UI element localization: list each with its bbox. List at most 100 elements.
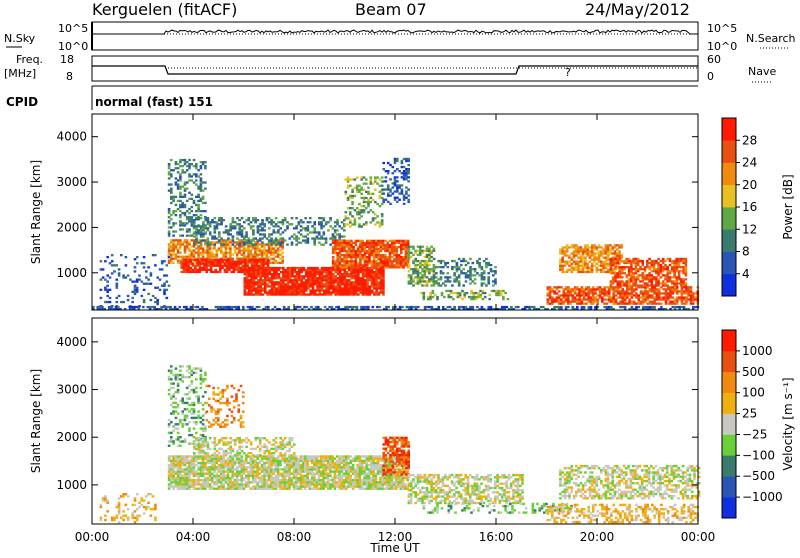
power-cell-r13 bbox=[635, 280, 638, 282]
power-cell-r0 bbox=[136, 289, 139, 291]
power-cell-r5 bbox=[282, 277, 285, 279]
power-cell-r11 bbox=[454, 292, 457, 294]
power-cell-r15 bbox=[349, 306, 352, 308]
velocity-cell-r1 bbox=[168, 423, 171, 425]
velocity-cell-r0 bbox=[116, 515, 119, 517]
power-cell-r3 bbox=[187, 263, 190, 265]
power-cell-r0 bbox=[168, 285, 171, 287]
power-cell-r13 bbox=[664, 282, 667, 284]
power-cell-r4 bbox=[300, 229, 303, 231]
power-cell-r6 bbox=[361, 266, 364, 268]
power-cell-r14 bbox=[578, 290, 581, 292]
power-cell-r8 bbox=[401, 188, 404, 190]
velocity-cell-r1 bbox=[170, 404, 173, 406]
power-cell-r5 bbox=[334, 279, 337, 281]
power-cell-r9 bbox=[417, 254, 420, 256]
power-cell-r6 bbox=[396, 248, 399, 250]
power-cell-r2 bbox=[236, 256, 239, 258]
power-cell-r0 bbox=[166, 289, 169, 291]
velocity-cell-r0 bbox=[145, 508, 148, 510]
power-cell-r3 bbox=[185, 259, 188, 261]
power-cell-r4 bbox=[223, 219, 226, 221]
power-cell-r10 bbox=[437, 266, 440, 268]
power-cell-r9 bbox=[410, 278, 413, 280]
power-cell-r5 bbox=[298, 289, 301, 291]
velocity-cell-r0 bbox=[100, 517, 103, 519]
power-cell-r3 bbox=[199, 265, 202, 267]
power-cell-r14 bbox=[581, 301, 584, 303]
velocity-cell-r1 bbox=[186, 408, 189, 410]
power-cell-r1 bbox=[202, 161, 205, 163]
power-cell-r7 bbox=[370, 178, 373, 180]
power-cell-r15 bbox=[540, 306, 543, 308]
power-cell-r5 bbox=[303, 289, 306, 291]
power-cell-r10 bbox=[435, 266, 438, 268]
power-cell-r15 bbox=[228, 306, 231, 308]
power-cell-r6 bbox=[371, 248, 374, 250]
power-cell-r5 bbox=[250, 273, 253, 275]
power-cell-r15 bbox=[442, 306, 445, 308]
power-cell-r1 bbox=[186, 228, 189, 230]
power-cell-r12 bbox=[618, 244, 621, 246]
power-cell-r4 bbox=[223, 231, 226, 233]
power-cell-r14 bbox=[610, 288, 613, 290]
velocity-cell-r1 bbox=[172, 382, 175, 384]
power-cell-r5 bbox=[316, 281, 319, 283]
power-cell-r13 bbox=[657, 274, 660, 276]
power-cell-r2 bbox=[170, 254, 173, 256]
power-cell-r1 bbox=[168, 220, 171, 222]
power-cell-r8 bbox=[382, 162, 385, 164]
power-cell-r7 bbox=[365, 207, 368, 209]
power-cell-r11 bbox=[429, 296, 432, 298]
power-cell-r5 bbox=[255, 267, 258, 269]
power-cell-r4 bbox=[202, 233, 205, 235]
power-cell-r14 bbox=[676, 290, 679, 292]
power-cell-r4 bbox=[298, 242, 301, 244]
power-cell-r5 bbox=[294, 269, 297, 271]
power-cell-r5 bbox=[275, 281, 278, 283]
power-cell-r7 bbox=[381, 176, 384, 178]
power-cell-r4 bbox=[234, 227, 237, 229]
power-cell-r5 bbox=[262, 293, 265, 295]
power-cell-r13 bbox=[685, 270, 688, 272]
power-cell-r2 bbox=[263, 249, 266, 251]
power-cell-r2 bbox=[259, 249, 262, 251]
power-cell-r4 bbox=[334, 235, 337, 237]
power-cell-r5 bbox=[348, 279, 351, 281]
power-cell-r4 bbox=[207, 221, 210, 223]
power-cell-r12 bbox=[564, 265, 567, 267]
power-cell-r13 bbox=[657, 284, 660, 286]
velocity-cell-r1 bbox=[195, 432, 198, 434]
power-cell-r5 bbox=[294, 279, 297, 281]
power-cell-r12 bbox=[575, 246, 578, 248]
power-cell-r10 bbox=[442, 260, 445, 262]
power-cell-r1 bbox=[197, 208, 200, 210]
power-cell-r15 bbox=[619, 306, 622, 308]
power-cell-r4 bbox=[261, 237, 264, 239]
power-cell-r7 bbox=[372, 219, 375, 221]
power-cell-r4 bbox=[207, 223, 210, 225]
power-cell-r6 bbox=[359, 252, 362, 254]
velocity-cell-r1 bbox=[170, 432, 173, 434]
power-cell-r4 bbox=[323, 231, 326, 233]
power-cell-r5 bbox=[291, 283, 294, 285]
power-cell-r2 bbox=[243, 249, 246, 251]
cpid-label: CPID bbox=[6, 95, 38, 109]
power-cell-r13 bbox=[676, 260, 679, 262]
power-cell-r9 bbox=[426, 248, 429, 250]
power-cell-r6 bbox=[396, 252, 399, 254]
power-cell-r1 bbox=[197, 188, 200, 190]
power-cell-r1 bbox=[179, 188, 182, 190]
power-cell-r2 bbox=[261, 254, 264, 256]
power-cell-r12 bbox=[593, 257, 596, 259]
power-cell-r3 bbox=[187, 269, 190, 271]
power-cell-r5 bbox=[307, 273, 310, 275]
power-cell-r8 bbox=[405, 190, 408, 192]
power-cell-r3 bbox=[244, 261, 247, 263]
power-cell-r4 bbox=[204, 225, 207, 227]
power-cell-r14 bbox=[631, 294, 634, 296]
power-cell-r6 bbox=[377, 262, 380, 264]
power-cell-r13 bbox=[641, 276, 644, 278]
power-cell-r1 bbox=[170, 226, 173, 228]
